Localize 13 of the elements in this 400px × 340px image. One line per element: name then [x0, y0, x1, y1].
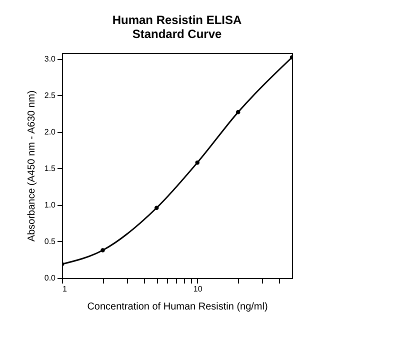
y-tick-label: 3.0: [44, 54, 56, 64]
x-axis-title: Concentration of Human Resistin (ng/ml): [87, 302, 268, 312]
y-axis-title: Absorbance (A450 nm - A630 nm): [26, 90, 38, 242]
x-tick-label: 10: [193, 284, 203, 294]
y-tick-label: 2.5: [44, 90, 56, 100]
y-tick-label: 0.0: [44, 274, 56, 282]
text: Standard Curve: [132, 27, 222, 41]
y-tick-label: 1.0: [44, 200, 56, 210]
text: Human Resistin ELISA: [112, 13, 242, 27]
x-tick-label: 1: [62, 284, 68, 294]
y-tick-label: 1.5: [44, 164, 56, 173]
y-tick-label: 2.0: [44, 127, 56, 136]
y-tick-label: 0.5: [44, 236, 56, 246]
